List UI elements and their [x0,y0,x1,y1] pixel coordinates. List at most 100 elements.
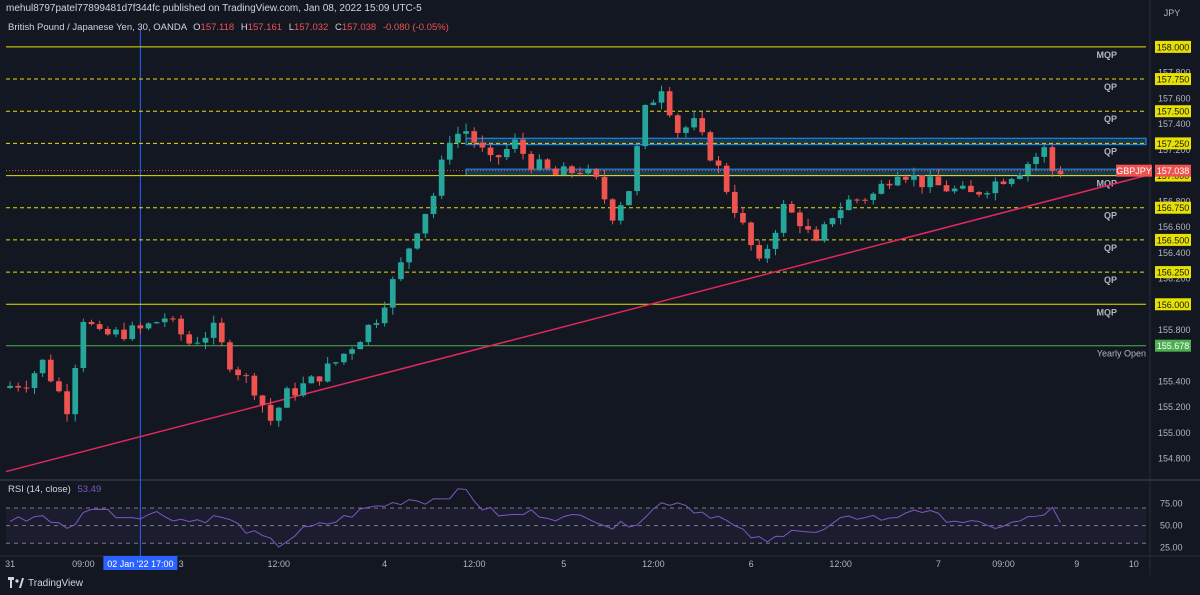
rsi-value: 53.49 [77,484,102,495]
candle-body [129,325,136,340]
candle [992,177,999,201]
level-badge-6: 156.500 [1155,233,1191,246]
level-badge-1: 157.750 [1155,73,1191,86]
candle [463,123,469,141]
candle [829,217,836,227]
candle-body [316,376,323,382]
candle [357,340,364,350]
candle [381,301,388,327]
candle-body [951,188,958,192]
candle [976,191,982,198]
candle-body [284,388,290,408]
rsi-name: RSI (14, close) [8,484,71,495]
price-tick-10: 155.200 [1158,402,1191,412]
candle-body [218,322,225,343]
candle [137,322,144,335]
candle-body [259,395,266,405]
candle-body [935,176,942,186]
currency-label: JPY [1164,8,1181,18]
candle [479,135,486,152]
candle-body [96,324,103,329]
candle-body [992,181,999,194]
candle-body [243,375,250,377]
candle [634,142,640,196]
candle [64,384,70,422]
level-badge-bg [1155,40,1191,53]
candle [170,315,176,323]
candle [723,162,730,195]
candle [674,113,681,139]
price-tick-9: 155.400 [1158,376,1191,386]
candle [788,201,795,214]
candle [121,322,127,341]
candle [308,375,315,384]
footer-brand-label: TradingView [28,577,84,589]
candle [406,247,412,270]
candle-body [1000,181,1007,185]
candle-body [805,226,811,230]
candle-body [512,139,518,149]
current-price-badge: GBPJPY 157.038 [1116,164,1191,177]
candle-body [471,131,478,143]
candle-body [585,169,592,174]
candle [104,326,111,336]
level-tag-6: QP [1104,243,1117,253]
level-tag-8: MQP [1096,307,1117,317]
time-tick-11: 09:00 [992,559,1015,569]
time-tick-10: 7 [936,559,941,569]
candle [235,366,241,381]
candle-body [829,218,836,225]
candle [845,195,852,211]
candle-body [943,185,950,192]
level-badge-label: 156.500 [1157,235,1190,245]
candle-body [170,318,176,320]
candle-body [723,165,730,192]
candle-body [104,328,111,335]
candle [161,313,168,328]
candle [178,315,184,341]
candle-body [715,160,722,166]
candle-body [332,362,339,364]
candle [666,87,673,118]
candle-body [609,199,616,221]
candle-body [626,191,632,206]
candle-body [577,172,583,174]
candle-body [683,127,689,133]
candle [740,207,746,225]
level-tag-2: QP [1104,114,1117,124]
candle [316,376,323,386]
candle [984,191,991,199]
candle-body [341,353,347,363]
time-tick-12: 9 [1074,559,1079,569]
candle-body [658,91,665,103]
candle-body [927,176,934,188]
candle [1008,177,1015,187]
candle [275,406,282,427]
candle-body [756,245,763,259]
candle [1025,161,1031,182]
candle [251,372,258,401]
candle-body [878,183,885,194]
open-key: O [193,22,201,33]
candle [218,317,225,347]
level-badge-bg [1155,298,1191,311]
candle [373,319,380,329]
candle [259,394,266,413]
candle [210,315,217,345]
candle-body [121,329,127,340]
candle-body [414,233,421,249]
candle [1016,172,1023,180]
candle-body [536,159,543,170]
candle-body [976,192,982,195]
low-value: 157.032 [293,22,329,33]
close-key: C [334,22,342,33]
candle [658,85,665,110]
candle [96,320,103,331]
candle-body [300,383,307,396]
candle [797,209,803,234]
candle-body [862,199,868,201]
candle [1049,145,1056,177]
crosshair-time-badge: 02 Jan '22 17:00 [103,556,178,570]
close-value: 157.038 [341,22,377,33]
